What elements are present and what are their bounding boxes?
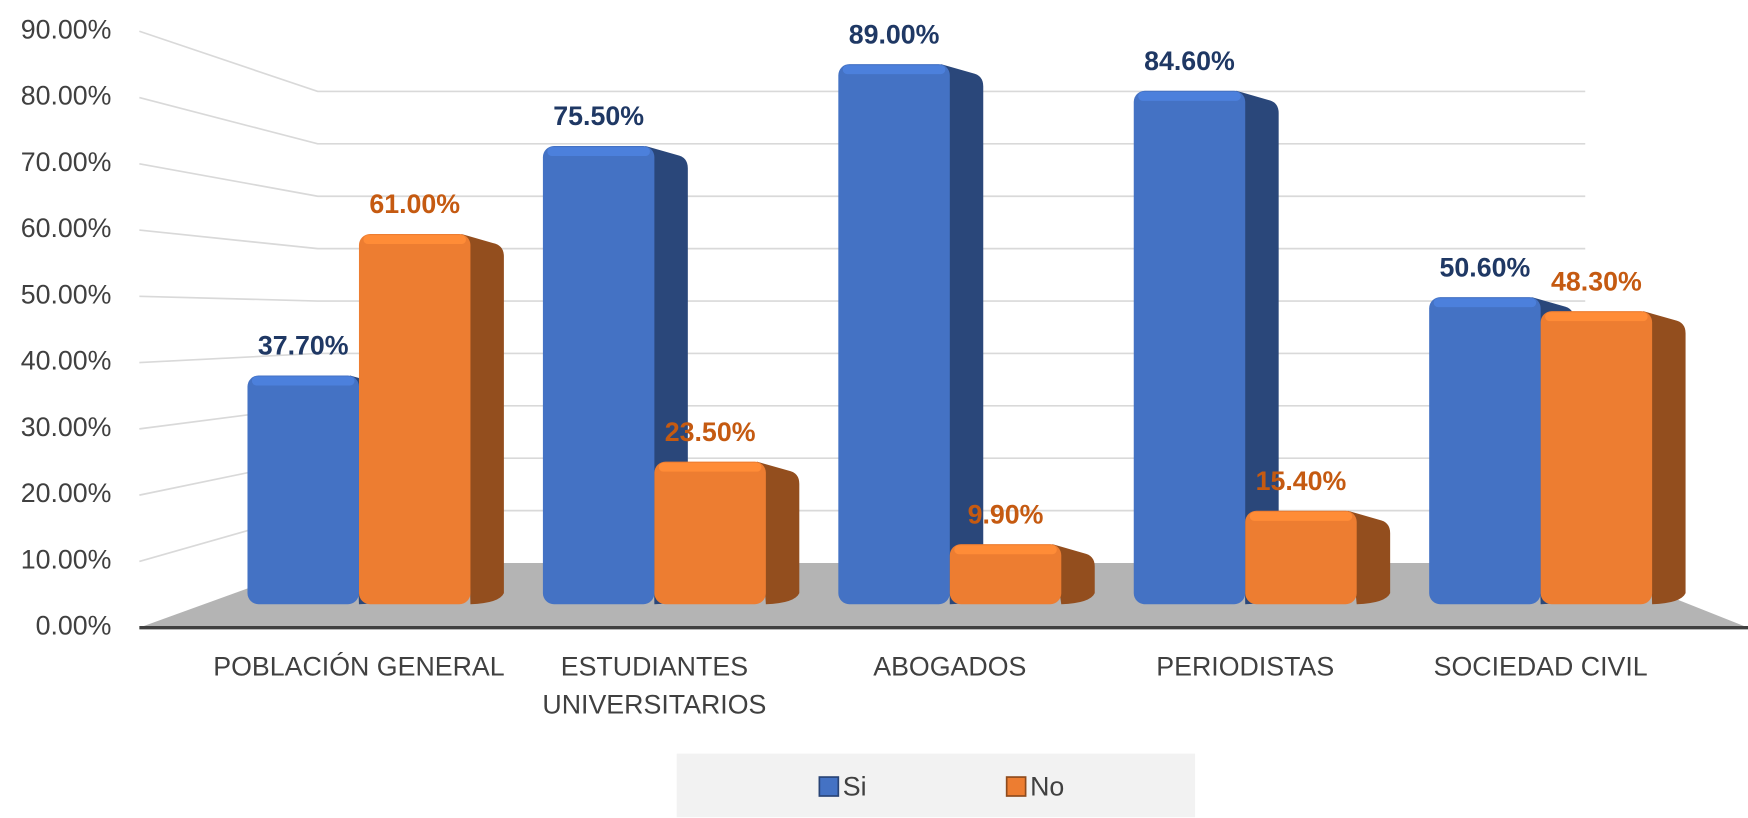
legend-swatch — [1005, 776, 1027, 797]
bar-top — [1433, 298, 1537, 308]
y-tick-label: 50.00% — [21, 279, 112, 309]
bar-side — [1236, 90, 1279, 605]
x-tick-label: ESTUDIANTES UNIVERSITARIOS — [542, 652, 767, 721]
y-tick-label: 80.00% — [21, 81, 112, 111]
bar — [949, 544, 1062, 605]
bar — [1133, 90, 1246, 605]
data-label: 75.50% — [553, 101, 644, 131]
y-tick-label: 20.00% — [21, 478, 112, 508]
data-label: 61.00% — [369, 189, 460, 219]
bar-top — [251, 376, 355, 386]
data-label: 84.60% — [1144, 46, 1235, 76]
data-label: 37.70% — [258, 331, 349, 361]
y-tick-label: 70.00% — [21, 147, 112, 177]
x-tick-label-box: SOCIEDAD CIVIL — [1433, 652, 1648, 683]
x-tick-label: PERIODISTAS — [1156, 652, 1335, 683]
data-label: 15.40% — [1256, 466, 1347, 496]
x-tick-label: ABOGADOS — [873, 652, 1027, 683]
bar-top — [1249, 511, 1353, 521]
x-tick-label: POBLACIÓN GENERAL — [213, 652, 505, 683]
data-label: 48.30% — [1551, 266, 1642, 296]
bar-top — [658, 462, 762, 472]
bar — [358, 234, 471, 605]
y-tick-label: 60.00% — [21, 213, 112, 243]
bar-top — [1138, 91, 1241, 101]
x-tick-label-box: POBLACIÓN GENERAL — [213, 652, 505, 683]
data-label: 9.90% — [968, 499, 1044, 529]
bar-side — [756, 461, 800, 605]
bar-top — [547, 147, 650, 157]
bar — [1540, 311, 1653, 605]
bar — [838, 64, 950, 605]
legend-label: No — [1030, 771, 1064, 801]
bar — [542, 146, 655, 605]
data-label: 23.50% — [665, 417, 756, 447]
legend-swatch — [818, 776, 840, 797]
x-tick-label-box: ABOGADOS — [873, 652, 1027, 683]
bar — [1245, 510, 1357, 605]
y-tick-label: 10.00% — [21, 544, 112, 574]
bar-side — [1052, 544, 1095, 605]
data-label: 50.60% — [1440, 252, 1531, 282]
x-tick-label-box: PERIODISTAS — [1156, 652, 1335, 683]
bar-top — [842, 65, 946, 75]
bar-top — [954, 545, 1057, 555]
y-tick-label: 0.00% — [36, 611, 112, 641]
data-label: 89.00% — [849, 19, 940, 49]
legend — [676, 753, 1196, 818]
y-tick-label: 90.00% — [21, 14, 112, 44]
bar-side — [1347, 510, 1391, 605]
x-tick-label: SOCIEDAD CIVIL — [1433, 652, 1648, 683]
bar — [247, 375, 359, 605]
bar-side — [1643, 311, 1686, 605]
x-tick-label-box: ESTUDIANTES UNIVERSITARIOS — [542, 652, 767, 721]
y-tick-label: 40.00% — [21, 346, 112, 376]
bar-side — [940, 64, 984, 605]
bar — [1429, 297, 1541, 605]
bar-side — [461, 234, 504, 605]
bar-top — [363, 235, 466, 245]
y-tick-label: 30.00% — [21, 412, 112, 442]
bar-top — [1545, 312, 1648, 322]
legend-label: Si — [843, 771, 867, 801]
bar — [654, 461, 766, 605]
